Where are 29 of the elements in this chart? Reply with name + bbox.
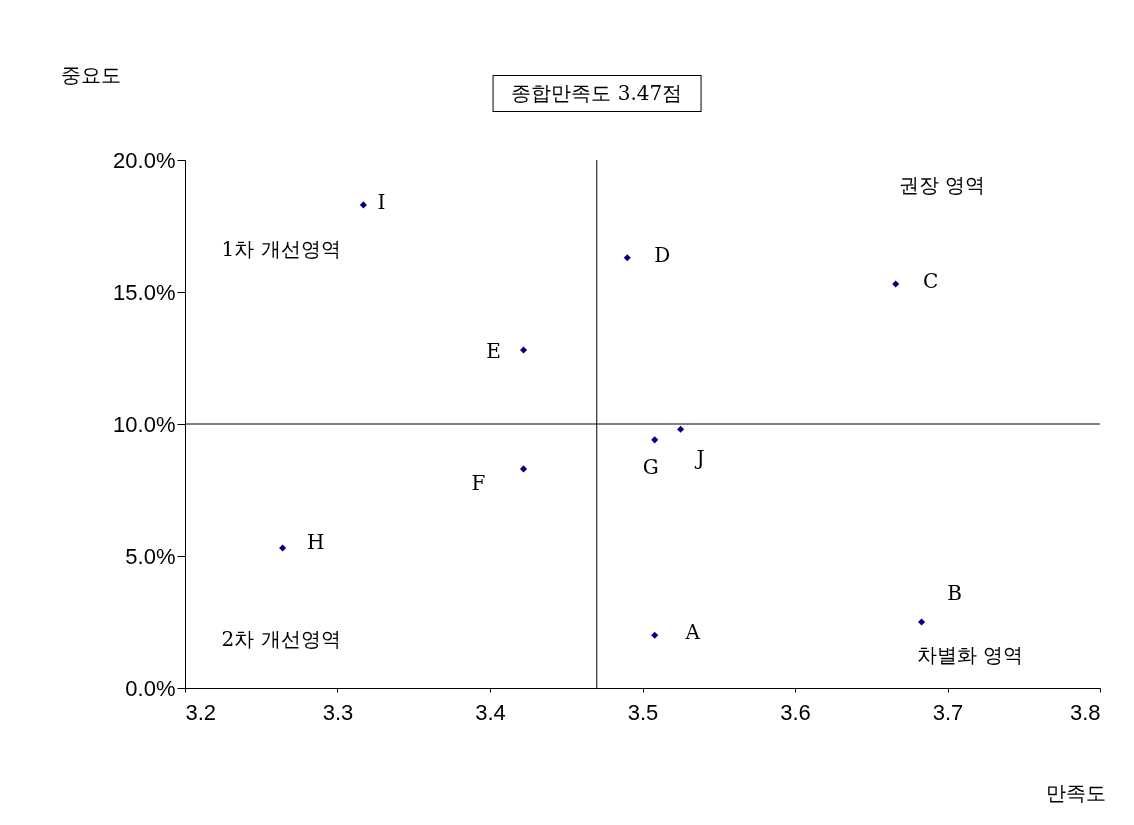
annotation: 2차 개선영역 [221, 627, 341, 652]
annotation: 권장 영역 [898, 173, 986, 198]
y-tick-label: 15.0% [113, 279, 176, 305]
annotation: I [377, 189, 386, 214]
y-tick-label: 5.0% [125, 543, 176, 569]
annotation: 1차 개선영역 [221, 236, 341, 261]
y-tick-label: 10.0% [113, 411, 176, 437]
annotation: H [306, 530, 325, 555]
x-tick-label: 3.4 [475, 699, 506, 725]
annotation: D [654, 242, 671, 267]
annotation: A [684, 620, 701, 645]
annotation: F [471, 470, 486, 495]
annotation: J [694, 446, 705, 471]
x-tick-label: 3.7 [932, 699, 964, 725]
y-tick-label: 20.0% [113, 147, 176, 173]
annotation: C [922, 269, 939, 294]
annotation: E [486, 339, 501, 364]
x-tick-label: 3.6 [780, 699, 811, 725]
x-tick-label: 3.3 [322, 699, 354, 725]
x-tick-label: 3.8 [1069, 699, 1101, 725]
x-tick-label: 3.2 [185, 699, 217, 725]
annotation: B [947, 581, 962, 605]
y-axis-title: 중요도 [60, 62, 121, 87]
annotation: 차별화 영역 [917, 643, 1024, 668]
x-tick-label: 3.5 [627, 699, 659, 725]
y-tick-label: 0.0% [125, 675, 176, 701]
x-axis-title: 만족도 [1045, 780, 1106, 805]
ref-line-label: 종합만족도 3.47점 [492, 75, 702, 112]
annotation: G [642, 454, 659, 479]
